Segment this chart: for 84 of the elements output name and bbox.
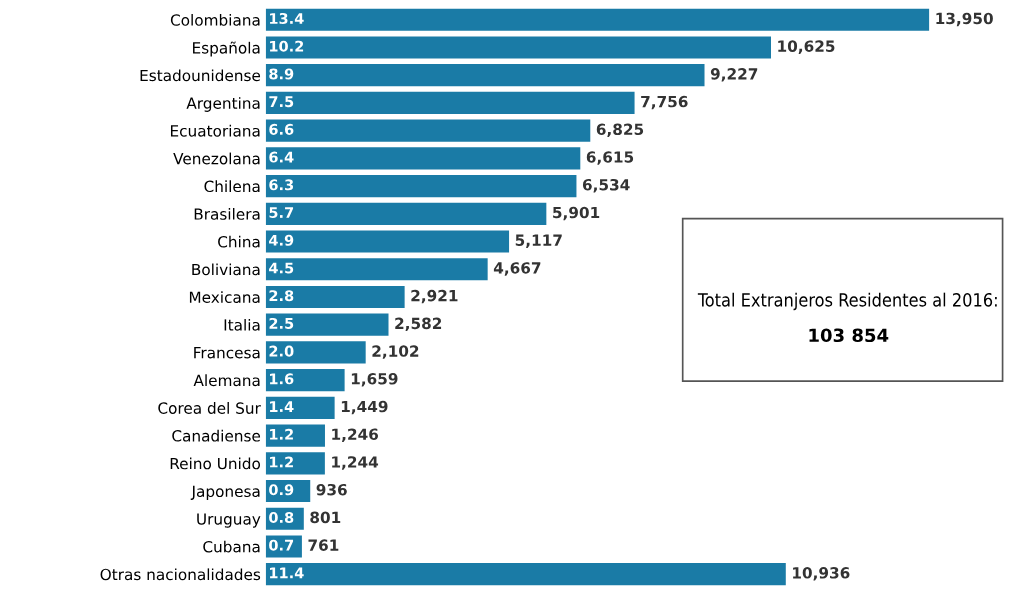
data-label: 1,659 <box>351 373 398 387</box>
bar <box>265 341 366 364</box>
data-label: 6,534 <box>582 178 630 193</box>
data-label: 2,102 <box>372 345 419 359</box>
y-tick-label: Corea del Sur <box>158 402 261 414</box>
annotation: 0.8 <box>269 511 294 523</box>
y-tick-label: Española <box>193 41 260 57</box>
y-tick-label: Estadounidense <box>140 69 261 82</box>
annotation: 6.3 <box>269 179 294 191</box>
annotation: 4.5 <box>269 262 294 274</box>
annotation: 5.7 <box>269 207 294 219</box>
annotation: 2.8 <box>269 290 294 302</box>
data-label: 6,825 <box>596 123 644 138</box>
data-label: 1,449 <box>341 400 388 415</box>
annotation: 1.2 <box>270 428 293 440</box>
y-tick-label: Boliviana <box>192 263 260 276</box>
annotation: 0.7 <box>269 539 294 551</box>
annotation: 2.0 <box>269 345 294 357</box>
y-tick-label: Italia <box>224 318 260 331</box>
bar <box>265 396 335 419</box>
bar <box>265 36 771 59</box>
bar <box>265 64 705 87</box>
data-label: 1,244 <box>332 456 379 470</box>
annotation: 7.5 <box>269 96 294 108</box>
bar <box>265 369 345 392</box>
data-label: 6,615 <box>586 151 634 165</box>
data-label: 801 <box>310 511 341 524</box>
annotation: 0.9 <box>269 484 294 496</box>
y-tick-label: Reino Unido <box>170 457 261 470</box>
y-tick-label: Canadiense <box>172 429 261 442</box>
bar <box>265 563 786 586</box>
data-label: 761 <box>308 539 339 551</box>
data-label: 5,901 <box>553 206 600 221</box>
bar <box>265 147 581 170</box>
y-tick-label: Alemana <box>193 374 260 387</box>
bar <box>265 91 635 115</box>
y-tick-label: Brasilera <box>194 208 260 220</box>
y-tick-label: Argentina <box>186 97 260 112</box>
y-tick-label: Cubana <box>203 540 260 553</box>
y-tick-label: Chilena <box>204 180 260 193</box>
annotation: 103 854 <box>809 328 889 343</box>
data-label: 1,246 <box>332 428 379 442</box>
y-tick-label: Japonesa <box>190 485 260 500</box>
bar <box>265 202 547 225</box>
data-label: 2,921 <box>411 289 458 304</box>
data-label: 10,936 <box>793 567 850 581</box>
bar <box>265 313 389 336</box>
y-tick-label: Uruguay <box>197 513 261 528</box>
annotation: Total Extranjeros Residentes al 2016: <box>697 292 997 311</box>
annotation: 4.9 <box>269 234 294 246</box>
annotation: 1.2 <box>270 456 293 468</box>
y-tick-label: Otras nacionalidades <box>100 568 261 581</box>
bar <box>265 119 591 142</box>
y-tick-label: Francesa <box>194 347 260 359</box>
data-label: 13,950 <box>936 12 993 27</box>
data-label: 9,227 <box>710 68 758 82</box>
annotation: 1.6 <box>270 373 294 385</box>
y-tick-label: Colombiana <box>170 13 260 26</box>
bar <box>265 175 577 198</box>
bar <box>265 424 325 447</box>
annotation: 6.6 <box>269 123 294 135</box>
annotation: 13.4 <box>270 12 304 24</box>
data-label: 10,625 <box>778 40 835 54</box>
bar <box>265 452 325 475</box>
bar <box>265 8 930 31</box>
y-tick-label: Mexicana <box>189 291 260 303</box>
data-label: 7,756 <box>641 95 688 110</box>
bar <box>265 535 302 558</box>
data-label: 2,582 <box>395 317 442 332</box>
bar <box>265 230 510 253</box>
data-label: 5,117 <box>515 234 562 248</box>
annotation: 11.4 <box>270 567 304 579</box>
annotation: 6.4 <box>269 151 294 163</box>
annotation: 10.2 <box>270 40 304 52</box>
data-label: 936 <box>316 483 347 496</box>
data-label: 4,667 <box>493 262 541 276</box>
bar <box>265 258 488 281</box>
annotation: 2.5 <box>269 317 294 329</box>
bar <box>265 285 405 309</box>
y-tick-label: Ecuatoriana <box>170 124 260 137</box>
annotation: 8.9 <box>269 68 294 80</box>
y-tick-label: Venezolana <box>173 152 260 165</box>
y-tick-label: China <box>218 235 260 248</box>
annotation: 1.4 <box>270 401 294 412</box>
